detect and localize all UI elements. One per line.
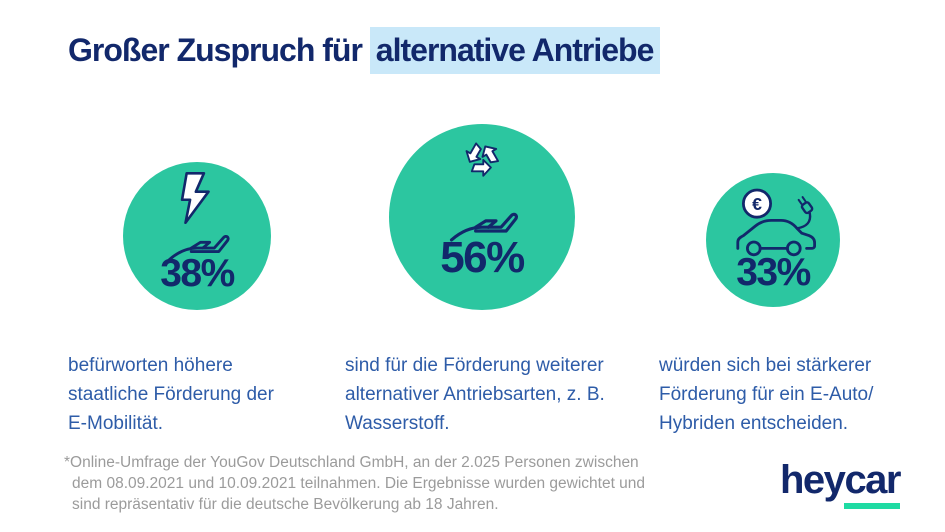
stat-percent: 33% (736, 251, 811, 294)
footnote: *Online-Umfrage der YouGov Deutschland G… (64, 454, 646, 513)
hand-lightning-icon (167, 172, 230, 261)
stat-description-emobility: befürworten höhere staatliche Förderung … (68, 355, 274, 434)
title-prefix: Großer Zuspruch für (68, 32, 370, 68)
stat-circle-alternative-drives: 56% (389, 124, 575, 310)
stat-percent: 38% (160, 252, 235, 295)
title-highlight: alternative Antriebe (369, 27, 661, 74)
hand-recycle-icon (449, 142, 518, 242)
stat-circle-ecar: € 33% (706, 173, 840, 307)
stat-description-alternative-drives: sind für die Förderung weiterer alternat… (345, 355, 605, 434)
page-title: Großer Zuspruch für alternative Antriebe (68, 27, 661, 74)
logo-car: car (844, 458, 901, 509)
euro-ecar-icon: € (736, 188, 816, 257)
stat-percent: 56% (440, 233, 525, 282)
stat-circle-emobility: 38% (123, 162, 271, 310)
logo-hey: hey (780, 458, 846, 502)
stat-description-ecar: würden sich bei stärkerer Förderung für … (659, 355, 874, 434)
heycar-logo: heycar (780, 458, 901, 509)
euro-symbol: € (752, 194, 762, 214)
